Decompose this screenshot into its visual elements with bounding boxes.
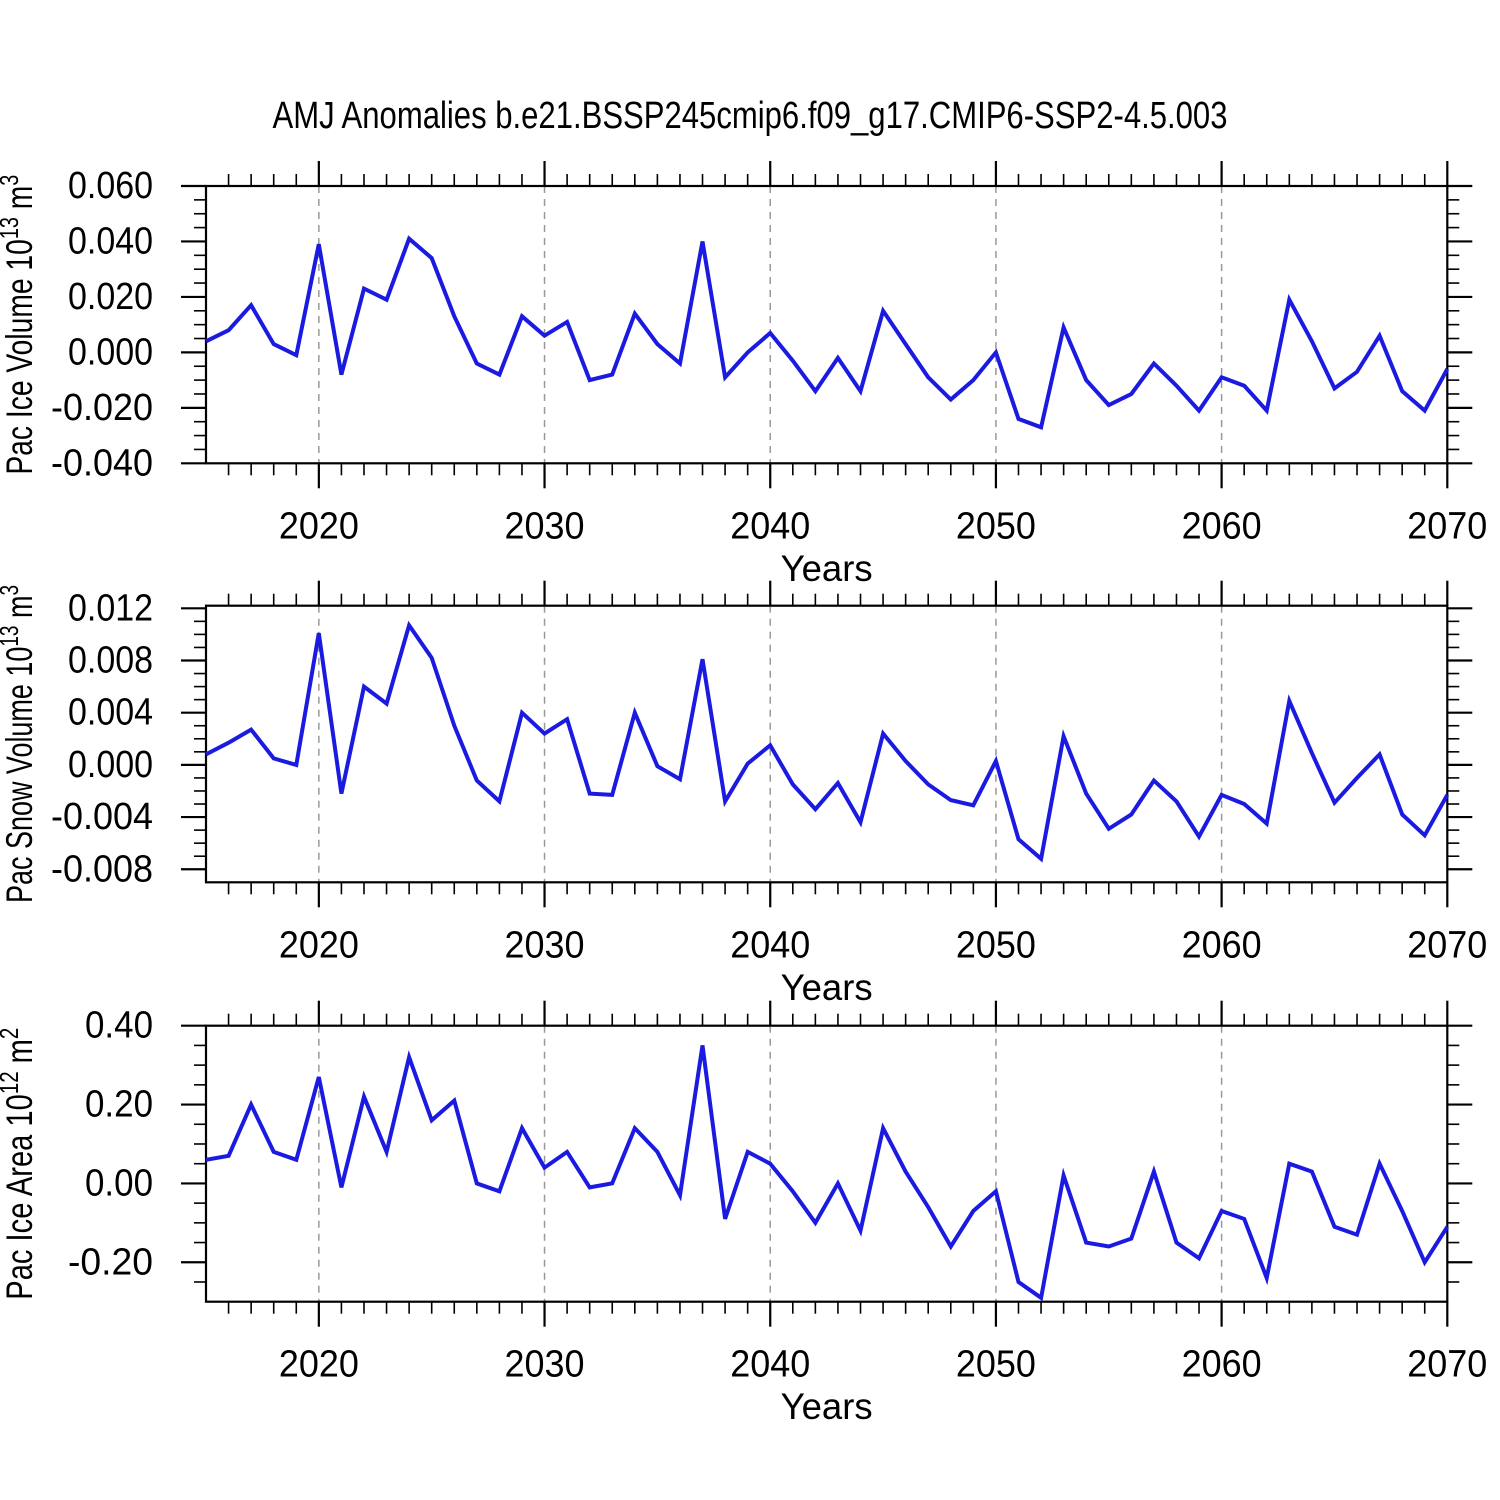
x-tick-label: 2030 xyxy=(505,505,585,547)
x-tick-label: 2070 xyxy=(1407,505,1487,547)
y-axis-title: Pac Ice Volume 1013 m3 xyxy=(0,175,40,475)
y-tick-label: 0.020 xyxy=(68,276,153,318)
x-tick-label: 2070 xyxy=(1407,924,1487,966)
y-axis-title-superscript: 13 xyxy=(0,217,24,239)
y-tick-label: 0.060 xyxy=(68,165,153,207)
y-tick-label: 0.040 xyxy=(68,220,153,262)
y-axis-title: Pac Snow Volume 1013 m3 xyxy=(0,585,40,903)
y-axis-title-text: Pac Snow Volume 10 xyxy=(0,647,40,903)
x-tick-label: 2030 xyxy=(505,1344,585,1386)
y-axis-title-superscript: 2 xyxy=(0,1028,24,1039)
y-axis-title-text: m xyxy=(0,596,40,626)
y-axis-title-text: m xyxy=(0,186,40,217)
panel-border xyxy=(204,184,1449,465)
x-tick-label: 2050 xyxy=(956,924,1036,966)
y-tick-label: -0.004 xyxy=(51,796,153,838)
x-axis-title: Years xyxy=(781,967,873,1008)
x-tick-label: 2060 xyxy=(1182,924,1262,966)
y-tick-label: 0.00 xyxy=(85,1162,153,1204)
x-tick-label: 2020 xyxy=(279,505,359,547)
y-axis-title-text: Pac Ice Area 10 xyxy=(0,1094,40,1300)
y-axis-title: Pac Ice Area 1012 m2 xyxy=(0,1028,40,1300)
y-tick-label: -0.008 xyxy=(51,848,153,890)
data-line xyxy=(205,235,1450,430)
x-tick-label: 2060 xyxy=(1182,1344,1262,1386)
x-tick-label: 2050 xyxy=(956,505,1036,547)
y-tick-label: 0.004 xyxy=(68,692,153,734)
y-tick-label: -0.20 xyxy=(68,1241,153,1283)
y-tick-label: 0.40 xyxy=(85,1005,153,1047)
x-tick-label: 2040 xyxy=(730,924,810,966)
x-tick-label: 2020 xyxy=(279,924,359,966)
y-tick-label: 0.000 xyxy=(68,331,153,373)
x-axis-title: Years xyxy=(781,1386,873,1427)
y-axis-title-superscript: 3 xyxy=(0,585,24,596)
x-tick-label: 2070 xyxy=(1407,1344,1487,1386)
x-tick-label: 2030 xyxy=(505,924,585,966)
x-axis-title: Years xyxy=(781,548,873,589)
y-tick-label: 0.000 xyxy=(68,744,153,786)
y-tick-label: 0.012 xyxy=(68,587,153,629)
y-axis-title-superscript: 3 xyxy=(0,175,24,186)
x-tick-label: 2050 xyxy=(956,1344,1036,1386)
y-axis-title-superscript: 13 xyxy=(0,626,24,647)
y-tick-label: -0.020 xyxy=(51,387,153,429)
panels-group: 0.060 0.040 0.020 0.000 -0.020 -0.040 2020 2030… xyxy=(0,161,1487,1427)
x-tick-label: 2060 xyxy=(1182,505,1262,547)
y-tick-label: 0.008 xyxy=(68,639,153,681)
data-line xyxy=(205,620,1450,863)
panel-border xyxy=(204,604,1449,884)
data-line xyxy=(205,1045,1449,1302)
y-axis-title-text: m xyxy=(0,1039,40,1071)
y-tick-label: -0.040 xyxy=(51,442,153,484)
y-axis-title-superscript: 12 xyxy=(0,1071,24,1094)
x-tick-label: 2040 xyxy=(730,505,810,547)
y-tick-label: 0.20 xyxy=(85,1084,153,1126)
chart-title: AMJ Anomalies b.e21.BSSP245cmip6.f09_g17… xyxy=(273,95,1228,137)
x-tick-label: 2040 xyxy=(730,1344,810,1386)
x-tick-label: 2020 xyxy=(279,1344,359,1386)
y-axis-title-text: Pac Ice Volume 10 xyxy=(0,239,40,475)
